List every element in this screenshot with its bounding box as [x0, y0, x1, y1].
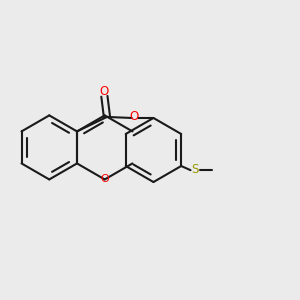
Text: S: S — [191, 163, 199, 176]
Text: O: O — [130, 110, 139, 123]
Text: O: O — [100, 174, 109, 184]
Text: O: O — [100, 85, 109, 98]
